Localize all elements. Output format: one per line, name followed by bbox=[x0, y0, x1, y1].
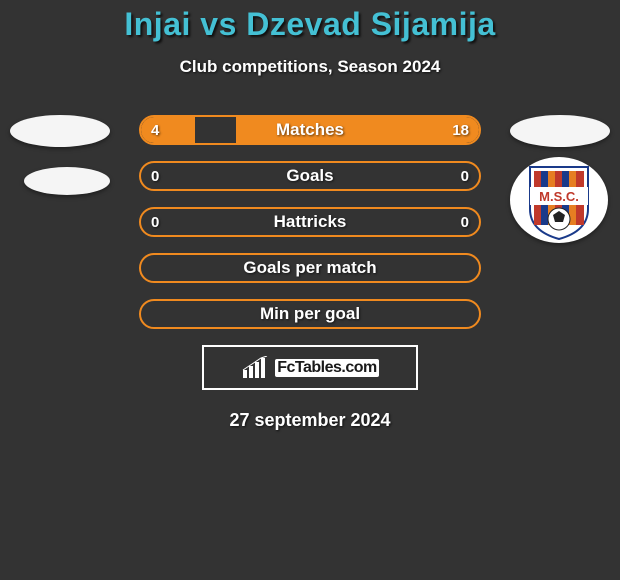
brand-text: FcTables.com bbox=[275, 359, 379, 377]
stat-row: Matches418 bbox=[139, 115, 481, 145]
ellipse-icon bbox=[510, 115, 610, 147]
stat-rows: Matches418Goals00Hattricks00Goals per ma… bbox=[139, 115, 481, 329]
stat-row: Goals per match bbox=[139, 253, 481, 283]
stat-value-left: 0 bbox=[151, 209, 159, 235]
msc-shield-icon: M.S.C. bbox=[510, 157, 608, 243]
club-logo-icon: M.S.C. bbox=[510, 157, 608, 243]
bar-right bbox=[236, 117, 479, 143]
date-text: 27 september 2024 bbox=[0, 410, 620, 431]
svg-text:M.S.C.: M.S.C. bbox=[539, 189, 579, 204]
bar-left bbox=[141, 117, 195, 143]
stat-label: Min per goal bbox=[141, 301, 479, 327]
stat-row: Goals0 0 bbox=[139, 161, 481, 191]
bars-icon bbox=[241, 356, 271, 380]
stat-value-right: 0 bbox=[461, 209, 469, 235]
player-left-badge-2 bbox=[10, 167, 110, 207]
stat-value-right: 0 bbox=[461, 163, 469, 189]
subtitle: Club competitions, Season 2024 bbox=[0, 57, 620, 77]
stat-row: Hattricks0 0 bbox=[139, 207, 481, 237]
stat-label: Goals bbox=[141, 163, 479, 189]
stat-label: Hattricks bbox=[141, 209, 479, 235]
player-right-club-logo: M.S.C. bbox=[510, 157, 610, 243]
brand-box: FcTables.com bbox=[202, 345, 418, 390]
stat-value-left: 0 bbox=[151, 163, 159, 189]
stat-label: Goals per match bbox=[141, 255, 479, 281]
stats-card: Injai vs Dzevad Sijamija Club competitio… bbox=[0, 0, 620, 431]
page-title: Injai vs Dzevad Sijamija bbox=[0, 6, 620, 43]
player-right-badge bbox=[510, 115, 610, 155]
ellipse-icon bbox=[10, 115, 110, 147]
player-left-badge-1 bbox=[10, 115, 110, 155]
chart-area: M.S.C. Matches418Goals00Hattricks00Goals… bbox=[0, 115, 620, 329]
stat-row: Min per goal bbox=[139, 299, 481, 329]
ellipse-icon bbox=[24, 167, 110, 195]
